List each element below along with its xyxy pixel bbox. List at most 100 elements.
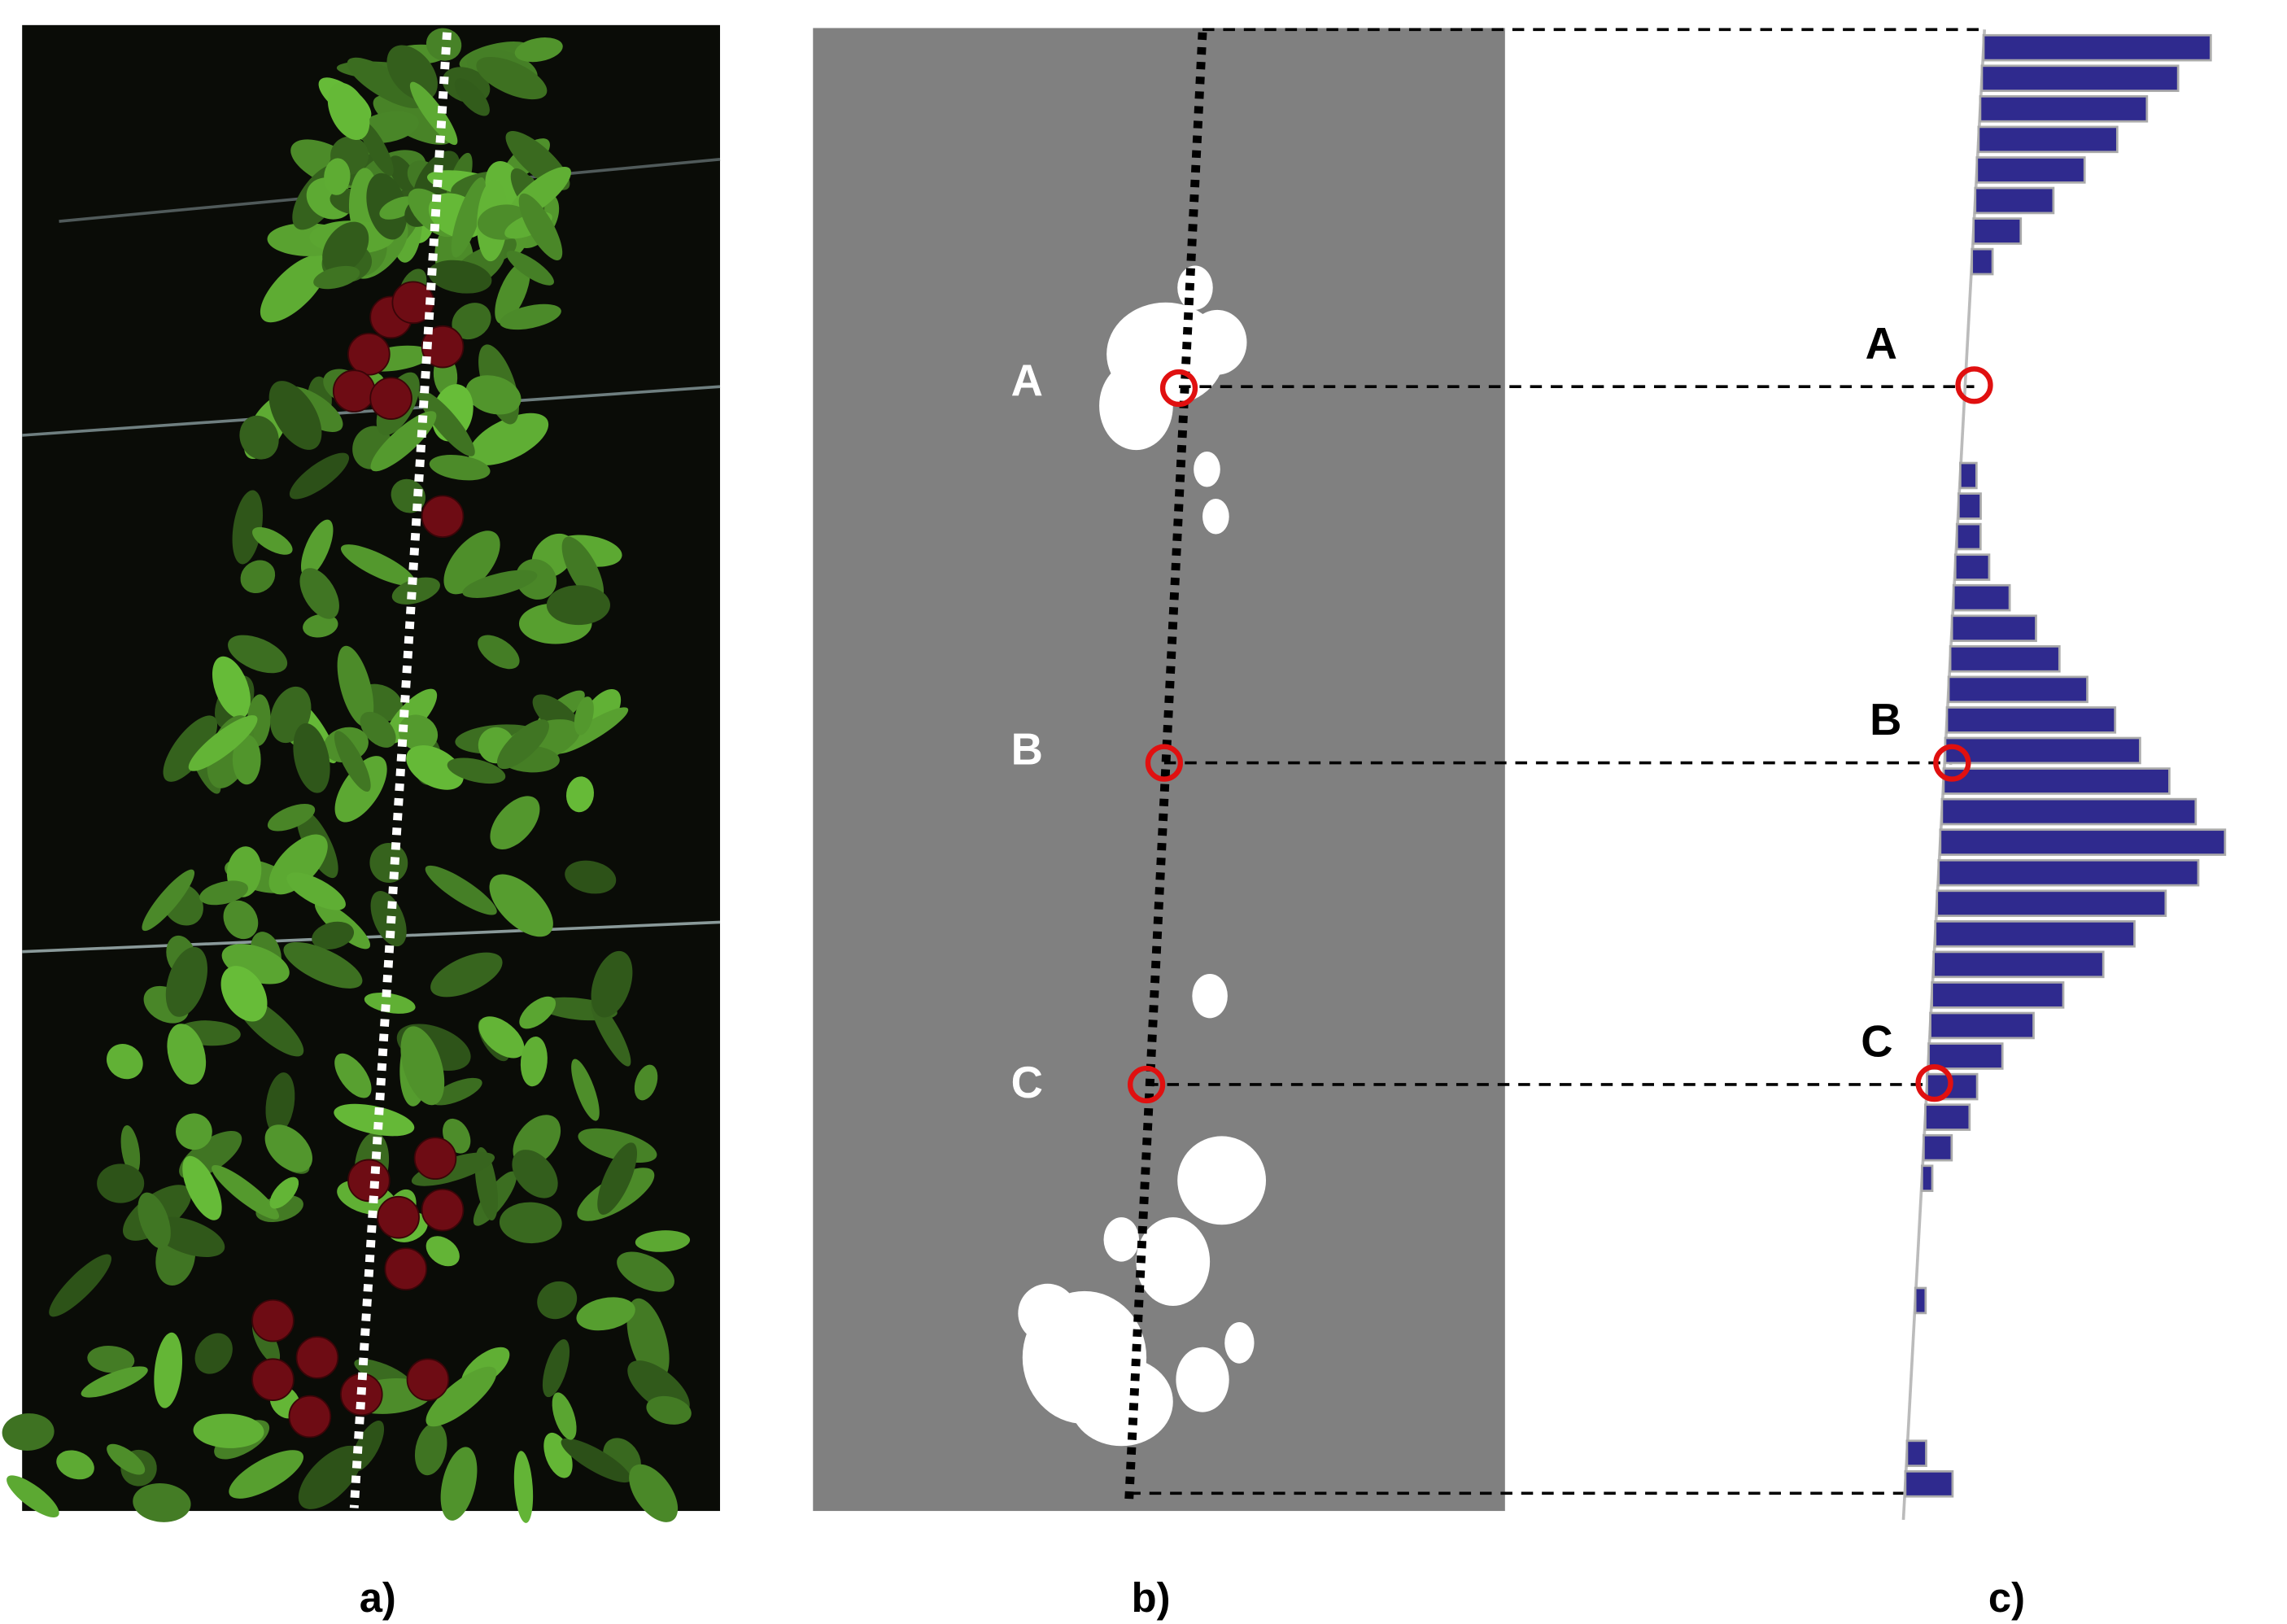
leaf bbox=[430, 952, 503, 998]
leaf bbox=[289, 452, 350, 500]
bar bbox=[1980, 64, 2180, 93]
leaf bbox=[414, 1422, 447, 1476]
leaf bbox=[646, 1395, 692, 1425]
fitted-line bbox=[1124, 32, 1207, 1506]
leaf bbox=[232, 734, 261, 785]
leaf bbox=[106, 1044, 143, 1080]
leaf bbox=[182, 1155, 222, 1220]
leaf bbox=[223, 900, 259, 940]
caption: a) bbox=[360, 1574, 396, 1621]
leaf bbox=[617, 1251, 674, 1292]
leaf bbox=[426, 28, 462, 61]
leaf bbox=[499, 1202, 562, 1244]
point-label: B bbox=[1870, 695, 1901, 744]
leaf bbox=[239, 415, 279, 460]
cherry bbox=[377, 1195, 420, 1239]
leaf bbox=[428, 260, 492, 294]
leaf bbox=[629, 1464, 679, 1522]
connectors bbox=[1128, 28, 1985, 1495]
leaf bbox=[518, 193, 563, 260]
bar bbox=[1974, 186, 2055, 215]
bar bbox=[1977, 125, 2119, 154]
leaf bbox=[576, 1297, 635, 1331]
leaf bbox=[597, 1142, 638, 1215]
leaf bbox=[513, 1451, 534, 1523]
point-label: A bbox=[1011, 356, 1043, 405]
leaf bbox=[312, 921, 355, 950]
leaf bbox=[163, 715, 218, 782]
cherry bbox=[347, 1159, 391, 1203]
leaf bbox=[176, 1113, 212, 1150]
leaf bbox=[97, 1163, 145, 1203]
leaf bbox=[142, 869, 195, 932]
leaf bbox=[347, 57, 423, 109]
bar bbox=[1929, 1011, 2035, 1040]
leaf bbox=[443, 530, 500, 595]
leaf bbox=[327, 82, 370, 141]
fruit-blobs bbox=[1018, 265, 1267, 1447]
leaf bbox=[561, 536, 604, 602]
leaf bbox=[313, 265, 360, 290]
leaf bbox=[87, 1345, 135, 1373]
bar bbox=[1949, 645, 2061, 673]
leaf bbox=[571, 1059, 600, 1121]
leaf bbox=[389, 155, 418, 194]
bar bbox=[1920, 1164, 1934, 1193]
leaf bbox=[2, 1413, 55, 1451]
leaf bbox=[546, 585, 611, 626]
bar bbox=[1959, 461, 1978, 490]
cherry bbox=[347, 332, 391, 376]
photo bbox=[2, 24, 721, 1523]
leaf bbox=[188, 715, 258, 771]
leaf bbox=[478, 1016, 525, 1059]
leaf bbox=[468, 413, 549, 465]
leaf bbox=[260, 254, 329, 323]
leaf bbox=[476, 56, 548, 100]
leaf bbox=[56, 1450, 94, 1480]
bar bbox=[1927, 1042, 2004, 1070]
bar bbox=[1945, 706, 2117, 734]
leaf bbox=[635, 1230, 691, 1252]
leaf bbox=[228, 635, 288, 674]
leaf bbox=[429, 455, 491, 481]
leaf bbox=[465, 375, 522, 415]
leaf bbox=[430, 1077, 482, 1106]
leaf bbox=[167, 1024, 207, 1085]
leaf bbox=[7, 1475, 59, 1517]
leaf bbox=[426, 1366, 497, 1427]
leaf bbox=[565, 776, 595, 813]
cherry bbox=[421, 325, 465, 369]
leaf bbox=[267, 803, 316, 832]
leaf bbox=[303, 613, 338, 638]
leaf bbox=[298, 1445, 362, 1509]
leaf bbox=[398, 714, 439, 752]
bar bbox=[1942, 767, 2171, 795]
leaf bbox=[495, 261, 530, 324]
leaf bbox=[107, 1443, 146, 1475]
cherry bbox=[413, 1137, 457, 1180]
leaf bbox=[340, 544, 416, 586]
leaf bbox=[490, 796, 540, 849]
bar bbox=[1975, 156, 2086, 184]
caption: b) bbox=[1132, 1574, 1171, 1621]
leaf bbox=[220, 966, 268, 1022]
leaf bbox=[514, 37, 563, 63]
leaf bbox=[49, 1254, 111, 1317]
leaf bbox=[561, 1438, 631, 1483]
wire bbox=[22, 385, 721, 437]
bar bbox=[1971, 247, 1994, 276]
leaf bbox=[286, 872, 346, 910]
bar bbox=[1944, 736, 2141, 765]
leaf bbox=[565, 860, 617, 894]
leaf bbox=[574, 696, 594, 736]
leaf bbox=[447, 757, 506, 784]
leaf bbox=[300, 519, 334, 578]
leaf bbox=[591, 950, 633, 1018]
fitted-line bbox=[349, 32, 452, 1508]
leaf bbox=[489, 874, 553, 937]
bar bbox=[1914, 1286, 1927, 1315]
leaf bbox=[199, 880, 248, 906]
leaf bbox=[212, 656, 251, 718]
leaf bbox=[519, 996, 556, 1029]
